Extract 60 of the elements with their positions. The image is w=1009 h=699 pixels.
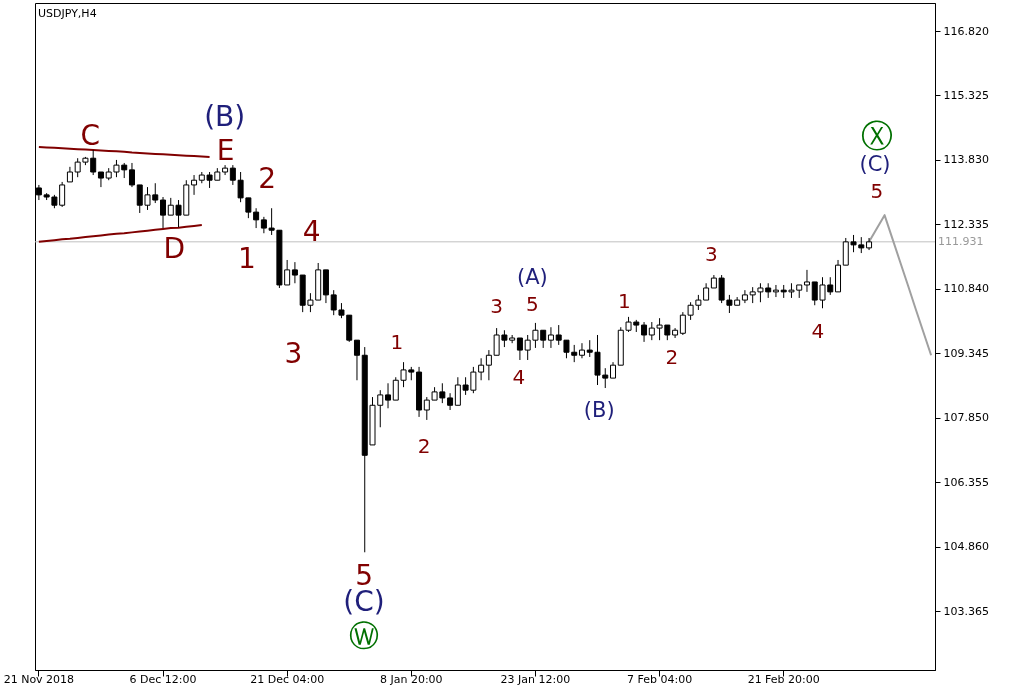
annotation: 3 bbox=[705, 242, 718, 266]
chart-title: USDJPY,H4 bbox=[38, 7, 97, 20]
candlestick bbox=[160, 196, 167, 229]
y-tick-label: 112.335 bbox=[943, 217, 989, 231]
candlestick bbox=[191, 174, 198, 196]
x-tick-label: 21 Feb 20:00 bbox=[747, 672, 820, 686]
x-tick-label: 23 Jan 12:00 bbox=[500, 672, 571, 686]
annotation: Ⓦ bbox=[349, 618, 380, 653]
candlestick bbox=[291, 261, 298, 284]
x-tick-label: 6 Dec 12:00 bbox=[129, 672, 197, 686]
annotation: (A) bbox=[517, 265, 548, 289]
annotation: 2 bbox=[258, 162, 277, 195]
x-tick-label: 7 Feb 04:00 bbox=[626, 672, 693, 686]
ref-line-label: 111.931 bbox=[938, 234, 984, 248]
candlestick bbox=[772, 284, 779, 298]
candlestick bbox=[385, 382, 392, 409]
annotation: 4 bbox=[512, 365, 526, 389]
annotation: 5 bbox=[526, 292, 539, 316]
x-tick-label: 21 Dec 04:00 bbox=[250, 672, 325, 686]
candlestick bbox=[578, 342, 585, 359]
y-tick-label: 109.345 bbox=[943, 346, 989, 360]
candlestick bbox=[547, 326, 554, 349]
y-tick-label: 116.820 bbox=[943, 24, 989, 38]
annotation: 5 bbox=[870, 179, 884, 203]
candlestick bbox=[803, 269, 810, 293]
annotation: (C) bbox=[859, 152, 891, 176]
annotation: 1 bbox=[238, 242, 256, 275]
candlestick bbox=[447, 392, 454, 411]
annotation: (B) bbox=[204, 100, 246, 133]
candlestick bbox=[741, 289, 748, 304]
y-tick-label: 106.355 bbox=[943, 475, 989, 489]
annotation: D bbox=[163, 232, 186, 265]
candlestick bbox=[128, 162, 135, 188]
line-series bbox=[37, 146, 211, 158]
annotation: 3 bbox=[284, 337, 303, 370]
y-tick-label: 103.365 bbox=[943, 604, 989, 618]
x-tick-label: 8 Jan 20:00 bbox=[379, 672, 443, 686]
annotation: (C) bbox=[343, 585, 385, 618]
annotation: 1 bbox=[617, 289, 631, 313]
annotation: 2 bbox=[417, 434, 431, 458]
y-tick-label: 104.860 bbox=[943, 540, 989, 554]
x-tick-label: 21 Nov 2018 bbox=[3, 672, 75, 686]
annotation: C bbox=[80, 119, 100, 152]
y-tick-label: 107.850 bbox=[943, 411, 989, 425]
y-tick-label: 110.840 bbox=[943, 282, 989, 296]
annotation: Ⓧ bbox=[860, 117, 893, 155]
candlestick bbox=[353, 339, 360, 381]
y-tick-label: 115.325 bbox=[943, 88, 989, 102]
annotation: (B) bbox=[583, 398, 615, 422]
annotation: 4 bbox=[302, 215, 321, 248]
candlestick bbox=[516, 337, 523, 361]
candlestick bbox=[97, 171, 104, 188]
candlestick bbox=[641, 321, 648, 343]
annotation: E bbox=[216, 134, 235, 167]
annotation: 2 bbox=[665, 345, 679, 369]
annotation: 1 bbox=[390, 330, 404, 354]
line-series bbox=[868, 214, 933, 357]
y-tick-label: 113.830 bbox=[943, 153, 989, 167]
annotation: 3 bbox=[490, 294, 503, 318]
annotation: 4 bbox=[811, 319, 825, 343]
